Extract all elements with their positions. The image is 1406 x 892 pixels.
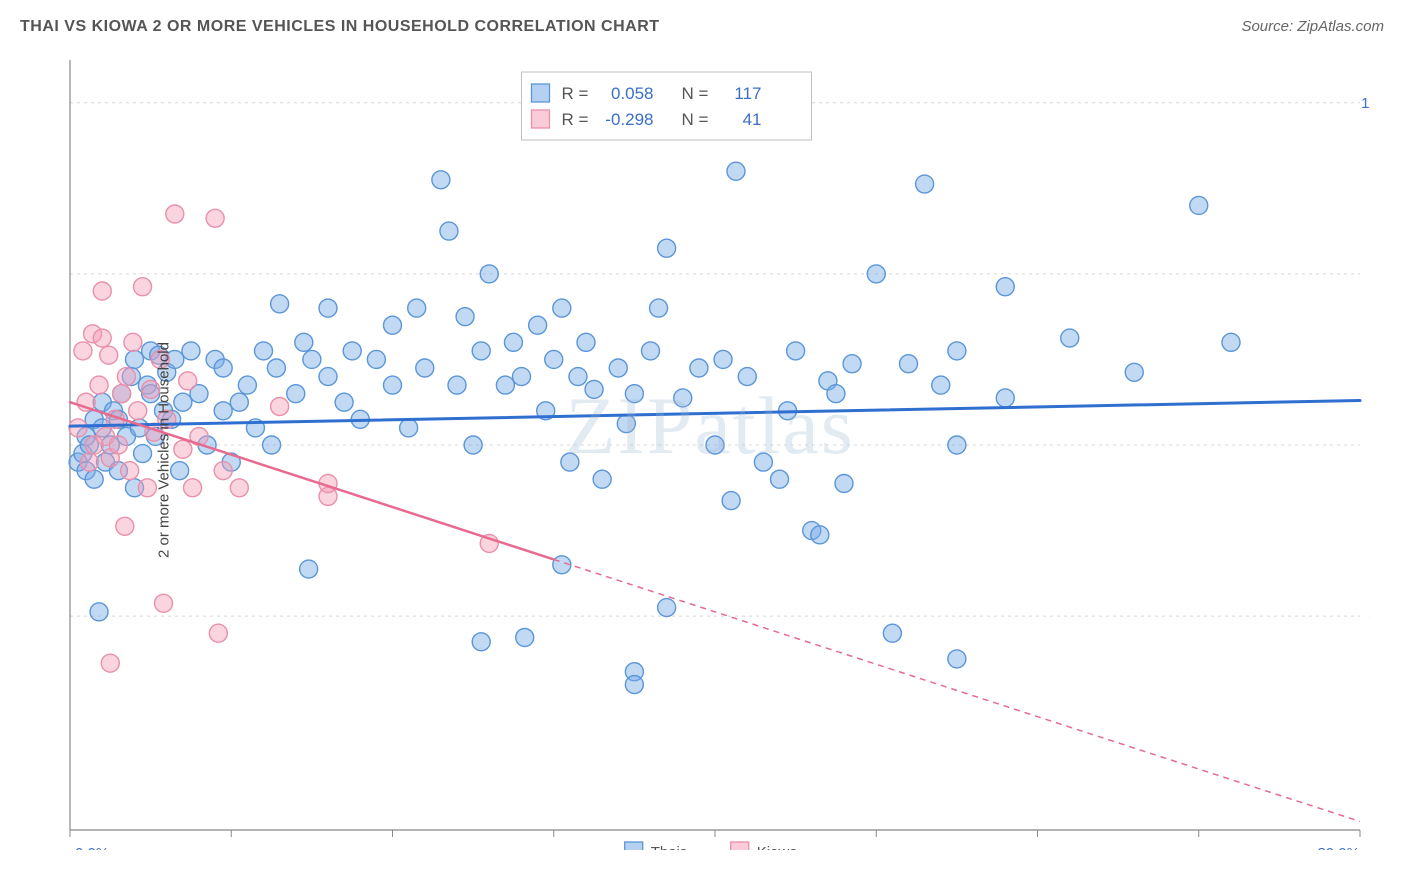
svg-text:0.0%: 0.0% — [75, 845, 109, 850]
svg-text:R =: R = — [562, 110, 589, 129]
svg-text:Kiowa: Kiowa — [757, 844, 799, 850]
scatter-chart: 40.0% 60.0% 80.0% 100.0% 0.0% 80.0% R = 0.058 N … — [50, 50, 1370, 850]
svg-text:N =: N = — [682, 84, 709, 103]
svg-text:60.0%: 60.0% — [1369, 437, 1370, 454]
svg-text:100.0%: 100.0% — [1361, 95, 1370, 112]
svg-text:40.0%: 40.0% — [1369, 608, 1370, 625]
svg-text:117: 117 — [734, 84, 761, 103]
y-axis-label: 2 or more Vehicles in Household — [155, 342, 172, 558]
source-label: Source: ZipAtlas.com — [1241, 18, 1384, 35]
chart-container: 2 or more Vehicles in Household ZIPatlas… — [50, 50, 1370, 850]
chart-title: THAI VS KIOWA 2 OR MORE VEHICLES IN HOUS… — [20, 18, 660, 36]
svg-text:80.0%: 80.0% — [1369, 266, 1370, 283]
svg-text:Thais: Thais — [651, 844, 688, 850]
svg-text:N =: N = — [682, 110, 709, 129]
svg-text:-0.298: -0.298 — [605, 110, 653, 129]
svg-text:80.0%: 80.0% — [1317, 845, 1360, 850]
svg-text:41: 41 — [743, 110, 762, 129]
svg-text:0.058: 0.058 — [611, 84, 654, 103]
svg-text:R =: R = — [562, 84, 589, 103]
